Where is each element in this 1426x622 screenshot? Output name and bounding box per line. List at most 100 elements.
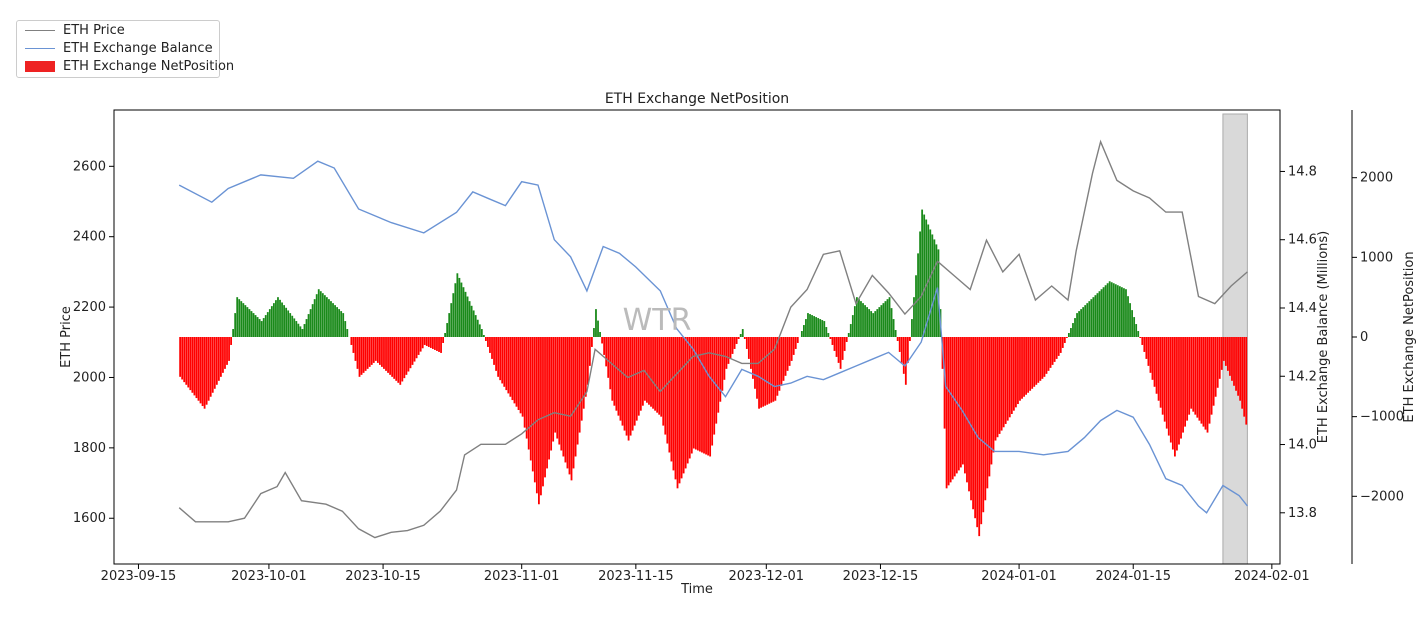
net-position-bar	[334, 305, 336, 337]
y-right1-tick-label: 14.4	[1288, 301, 1317, 316]
net-position-bar	[870, 311, 873, 337]
net-position-bar	[393, 337, 396, 379]
net-position-bar	[360, 337, 363, 375]
net-position-bar	[252, 313, 255, 337]
net-position-bar	[1149, 337, 1152, 373]
net-position-bar	[356, 337, 359, 369]
net-position-bar	[627, 337, 630, 441]
net-position-bar	[762, 337, 765, 407]
net-position-bar	[758, 337, 760, 409]
net-position-bar	[1096, 293, 1099, 337]
net-position-bar	[1153, 337, 1156, 387]
net-position-bar	[368, 337, 371, 367]
net-position-bar	[788, 337, 791, 366]
net-position-bar	[317, 289, 320, 337]
net-position-bar	[1078, 311, 1080, 337]
net-position-bar	[1200, 337, 1203, 424]
net-position-bar	[303, 324, 306, 337]
net-position-bar	[1127, 296, 1129, 337]
net-position-bar	[511, 337, 514, 401]
net-position-bar	[1139, 337, 1142, 338]
net-position-bar	[1053, 337, 1056, 362]
net-position-bar	[1186, 337, 1189, 421]
net-position-bar	[1169, 337, 1172, 443]
net-position-bar	[234, 313, 237, 337]
legend-label-netposition: ETH Exchange NetPosition	[63, 59, 235, 74]
net-position-bar	[323, 295, 326, 337]
net-position-bar	[205, 337, 208, 405]
net-position-bar	[682, 337, 685, 474]
net-position-bar	[902, 337, 905, 374]
net-position-bars	[179, 209, 1248, 537]
net-position-bar	[344, 321, 347, 337]
net-position-bar	[1010, 337, 1013, 414]
net-position-bar	[580, 337, 583, 421]
net-position-bar	[566, 337, 569, 469]
net-position-bar	[413, 337, 416, 362]
net-position-bar	[1059, 337, 1062, 353]
net-position-bar	[874, 311, 877, 337]
net-position-bar	[1239, 337, 1242, 401]
net-position-bar	[752, 337, 754, 379]
net-position-bar	[713, 337, 716, 435]
x-tick-label: 2023-09-15	[101, 569, 177, 584]
net-position-bar	[275, 300, 277, 337]
net-position-bar	[770, 337, 773, 403]
net-position-bar	[964, 337, 966, 474]
net-position-bar	[674, 337, 677, 480]
net-position-bar	[637, 337, 640, 416]
net-position-bar	[295, 321, 298, 337]
net-position-bar	[311, 304, 314, 337]
net-position-bar	[1159, 337, 1162, 408]
net-position-bar	[586, 337, 589, 385]
net-position-bar	[959, 337, 962, 468]
net-position-bar	[613, 337, 616, 406]
net-position-bar	[544, 337, 546, 478]
net-position-bar	[515, 337, 518, 407]
net-position-bar	[470, 305, 473, 337]
net-position-bar	[597, 320, 599, 337]
net-position-bar	[209, 337, 212, 397]
net-position-bar	[644, 337, 646, 401]
net-position-bar	[538, 337, 540, 505]
net-position-bar	[633, 337, 636, 426]
net-position-bar	[440, 337, 442, 353]
net-position-bar	[1190, 337, 1193, 409]
net-position-bar	[1102, 287, 1105, 337]
net-position-bar	[279, 299, 281, 337]
net-position-bar	[242, 303, 245, 337]
net-position-bar	[972, 337, 974, 510]
net-position-bar	[766, 337, 769, 405]
net-position-bar	[1017, 337, 1019, 405]
y-left-tick-label: 1800	[73, 441, 106, 456]
net-position-bar	[862, 303, 864, 337]
net-position-bar	[711, 337, 714, 446]
net-position-bar	[1233, 337, 1235, 386]
net-position-bar	[843, 337, 846, 351]
net-position-bar	[688, 337, 691, 459]
net-position-bar	[913, 297, 915, 337]
net-position-bar	[362, 337, 365, 373]
net-position-bar	[1143, 337, 1146, 352]
net-position-bar	[326, 297, 328, 337]
net-position-bar	[244, 305, 247, 337]
net-position-bar	[1206, 337, 1209, 433]
net-position-bar	[721, 337, 724, 391]
net-position-bar	[291, 315, 294, 337]
net-position-bar	[931, 234, 934, 337]
net-position-bar	[338, 309, 341, 337]
y-right1-tick-label: 13.8	[1288, 506, 1317, 521]
net-position-bar	[1039, 337, 1042, 381]
net-position-bar	[619, 337, 622, 421]
net-position-bar	[454, 283, 457, 337]
net-position-bar	[872, 313, 875, 337]
net-position-bar	[342, 313, 345, 337]
net-position-bar	[1002, 337, 1005, 428]
net-position-bar	[332, 303, 334, 337]
net-position-bar	[364, 337, 367, 371]
net-position-bar	[723, 337, 726, 380]
net-position-bar	[523, 337, 526, 428]
net-position-bar	[401, 337, 404, 382]
y-left-tick-label: 1600	[73, 511, 106, 526]
